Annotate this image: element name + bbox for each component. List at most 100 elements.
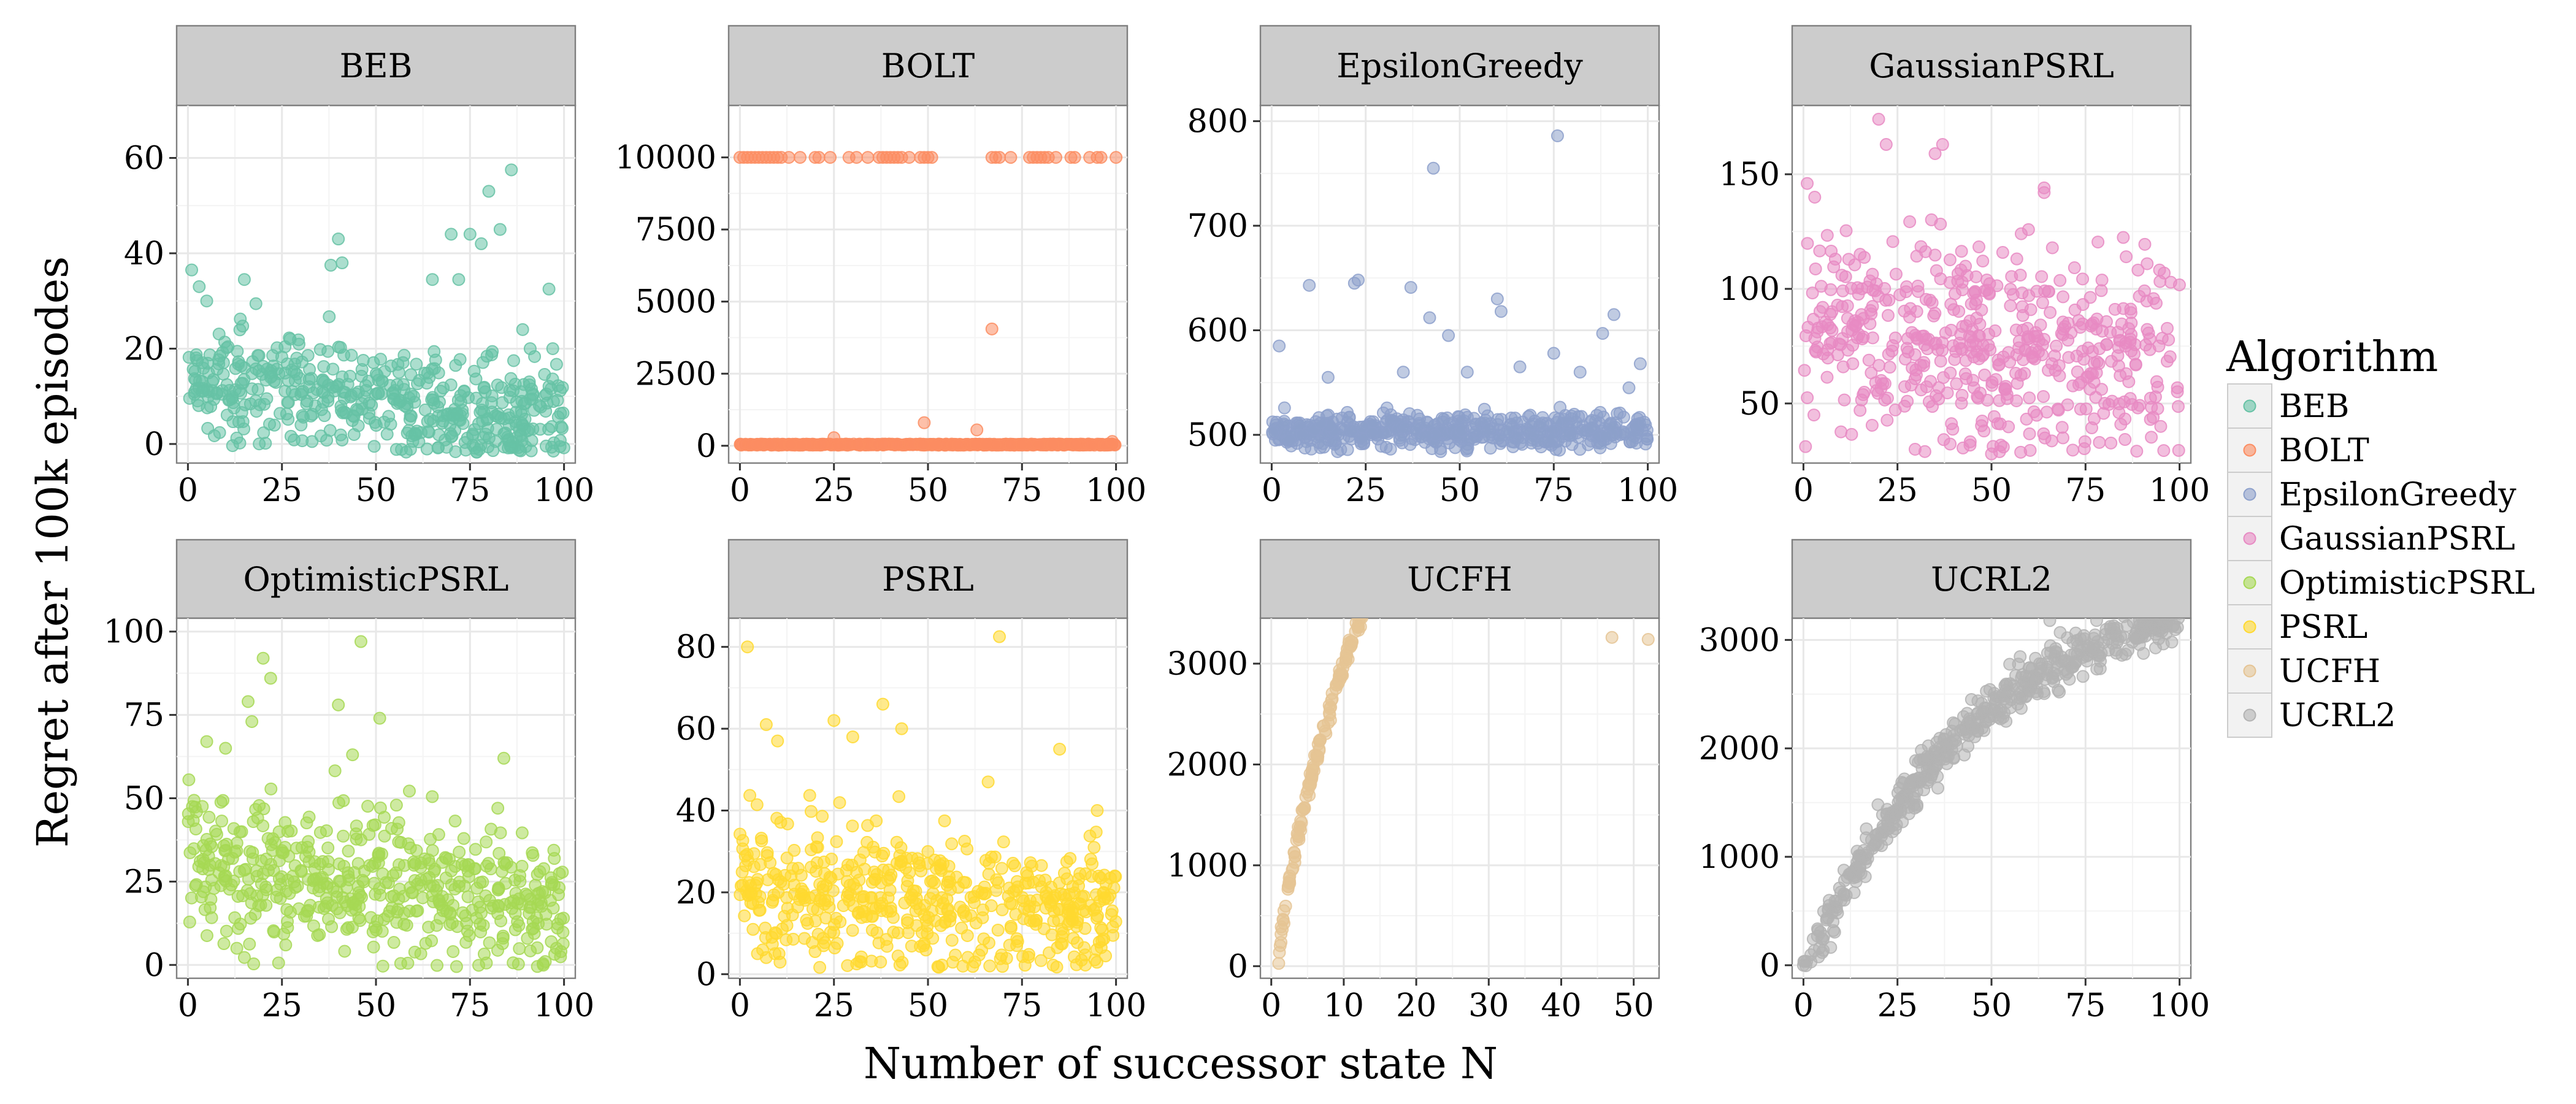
data-point: [763, 437, 776, 451]
x-tick-label: 75: [450, 987, 490, 1024]
data-point: [1965, 692, 1978, 706]
data-point: [1059, 892, 1073, 905]
x-tick-label: 50: [1614, 987, 1654, 1024]
data-point: [2123, 335, 2137, 349]
data-point: [1408, 488, 1420, 499]
x-tick-label: 25: [814, 987, 854, 1024]
data-point: [1481, 423, 1495, 436]
data-point: [531, 960, 544, 973]
y-tick-label: 2500: [635, 356, 716, 393]
data-point: [434, 911, 447, 925]
data-point: [1878, 393, 1892, 407]
data-point: [926, 932, 940, 945]
panel-gaussianpsrl: GaussianPSRL 0 25 50 75 100 50 100 150: [1719, 25, 2210, 509]
data-point: [1266, 426, 1279, 439]
data-point: [2045, 241, 2059, 255]
data-point: [1970, 293, 1984, 307]
data-point: [221, 340, 235, 353]
data-point: [1397, 509, 1409, 521]
data-point: [925, 151, 938, 164]
data-point: [431, 400, 445, 413]
data-point: [1412, 476, 1424, 488]
data-point: [833, 796, 846, 810]
data-point: [2083, 291, 2097, 304]
data-point: [366, 925, 380, 938]
data-point: [397, 859, 411, 872]
data-point: [755, 834, 769, 848]
data-point: [952, 881, 965, 894]
data-point: [2061, 316, 2075, 330]
data-point: [827, 714, 841, 727]
data-point: [1977, 424, 1991, 438]
data-point: [1554, 401, 1567, 414]
data-point: [1427, 161, 1440, 175]
data-point: [2077, 442, 2091, 456]
data-point: [975, 943, 989, 957]
data-point: [432, 366, 445, 380]
data-point: [1846, 339, 1860, 352]
data-point: [301, 348, 315, 362]
legend-item-optimisticpsrl: OptimisticPSRL: [2227, 560, 2535, 605]
data-point: [432, 428, 445, 442]
data-point: [921, 857, 934, 870]
data-point: [874, 891, 887, 904]
data-point: [2126, 635, 2139, 649]
data-point: [2138, 237, 2152, 251]
panel-axes: 0 25 50 75 100 0 20 40 60 80: [676, 629, 1146, 1024]
data-point: [429, 353, 442, 367]
data-point: [188, 364, 202, 378]
data-point: [979, 854, 992, 867]
data-point: [1941, 740, 1955, 754]
data-point: [993, 151, 1006, 164]
panel-points: [733, 630, 1122, 974]
data-point: [1638, 415, 1651, 429]
data-point: [1901, 332, 1914, 345]
data-point: [2131, 263, 2145, 277]
data-point: [894, 841, 908, 854]
data-point: [469, 372, 483, 386]
data-point: [1551, 129, 1564, 142]
data-point: [2014, 268, 2027, 282]
data-point: [1922, 395, 1936, 408]
data-point: [494, 826, 507, 840]
data-point: [263, 417, 277, 431]
data-point: [1951, 275, 1965, 288]
data-point: [1316, 719, 1330, 733]
data-point: [1110, 151, 1123, 164]
data-point: [260, 883, 274, 897]
legend-key: [2227, 383, 2272, 429]
data-point: [874, 956, 887, 969]
data-point: [474, 925, 488, 938]
data-point: [314, 872, 328, 886]
data-point: [1972, 240, 1986, 254]
data-point: [2074, 402, 2087, 416]
x-tick-label: 0: [730, 987, 750, 1024]
data-point: [411, 377, 424, 391]
data-point: [231, 922, 245, 935]
data-point: [521, 932, 534, 945]
data-point: [423, 871, 436, 884]
data-point: [290, 351, 304, 365]
data-point: [1390, 520, 1402, 532]
data-point: [765, 930, 779, 944]
data-point: [1605, 631, 1619, 644]
data-point: [245, 896, 258, 910]
data-point: [1075, 953, 1088, 967]
panel-strip: [1259, 25, 1660, 107]
data-point: [1593, 441, 1607, 454]
data-point: [1886, 235, 1899, 248]
data-point: [447, 945, 460, 958]
x-tick-label: 25: [1877, 472, 1918, 509]
data-point: [321, 345, 335, 358]
data-point: [1352, 619, 1365, 633]
data-point: [363, 859, 377, 872]
data-point: [877, 846, 891, 860]
data-point: [404, 368, 418, 381]
data-point: [444, 378, 458, 391]
x-tick-label: 40: [1541, 987, 1581, 1024]
data-point: [1416, 475, 1428, 486]
data-point: [1596, 327, 1609, 340]
data-point: [2157, 444, 2171, 458]
data-point: [1825, 244, 1838, 258]
data-point: [2050, 656, 2064, 670]
